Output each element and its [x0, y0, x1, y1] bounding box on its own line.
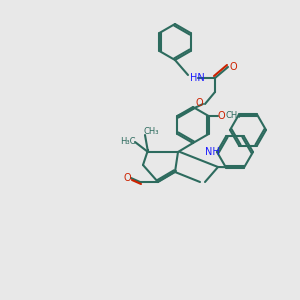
Text: CH₃: CH₃: [226, 112, 241, 121]
Text: HN: HN: [190, 73, 205, 83]
Text: H₃C: H₃C: [120, 137, 136, 146]
Text: CH₃: CH₃: [143, 127, 158, 136]
Text: O: O: [218, 111, 225, 121]
Text: O: O: [123, 173, 130, 183]
Text: NH: NH: [205, 147, 220, 157]
Text: O: O: [230, 62, 238, 72]
Text: O: O: [196, 98, 204, 108]
